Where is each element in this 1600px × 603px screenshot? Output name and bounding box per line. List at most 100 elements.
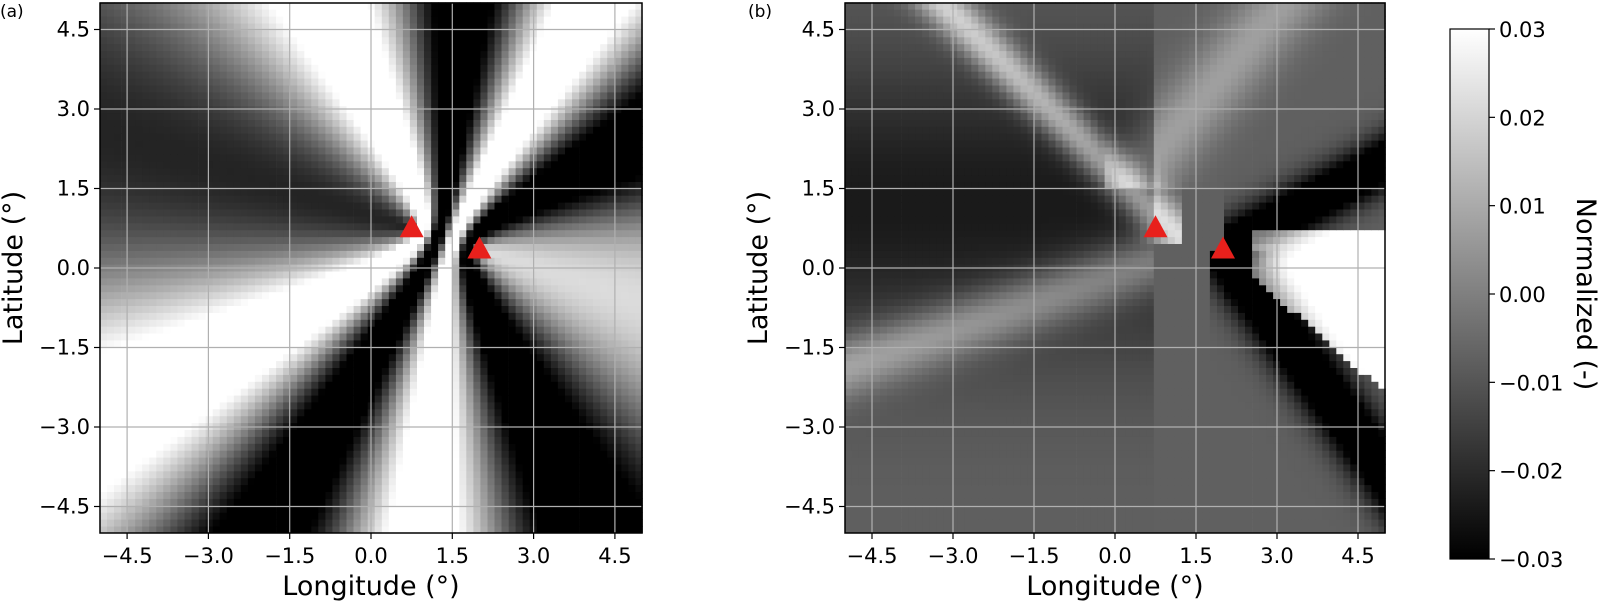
field-dot [290,195,298,203]
field-dot [262,422,270,430]
field-dot [233,222,242,231]
field-dot [163,305,171,313]
field-dot [635,477,643,486]
field-dot [226,147,235,155]
field-dot [494,450,502,458]
field-dot [621,257,629,265]
field-dot [395,470,404,479]
field-dot [219,126,228,134]
field-dot [177,209,185,217]
field-dot [593,491,601,499]
panel-a-tag: (a) [0,2,24,22]
field-dot [438,429,446,437]
field-dot [262,526,270,534]
field-dot [114,160,122,169]
field-dot [198,277,206,286]
field-dot [135,153,143,162]
field-dot [621,436,629,444]
field-dot [276,222,284,231]
field-dot [107,374,115,382]
field-dot [557,374,566,382]
field-dot [621,153,629,162]
field-dot [297,395,305,403]
field-dot [219,243,228,251]
field-dot [494,85,502,93]
field-dot [212,463,221,472]
field-dot [628,222,636,231]
field-dot [431,305,439,313]
field-dot [283,140,291,148]
field-dot [226,222,235,231]
field-dot [297,312,305,320]
field-dot [402,160,411,169]
field-dot [233,388,242,396]
field-dot [107,443,115,451]
field-dot [311,257,319,265]
field-dot [149,484,157,492]
field-dot [283,181,291,189]
field-dot [431,119,439,127]
field-dot [438,257,446,265]
field-dot [360,291,368,300]
field-dot [269,491,277,499]
field-dot [409,505,418,513]
field-dot [114,243,122,251]
field-dot [311,333,319,341]
field-dot [501,353,509,362]
field-dot [177,250,185,258]
field-dot [536,298,545,306]
field-dot [374,498,383,506]
field-dot [191,374,199,382]
field-dot [402,291,411,300]
field-dot [508,408,516,417]
field-dot [586,112,594,120]
field-dot [635,188,643,196]
field-dot [593,250,601,258]
field-dot [586,271,594,279]
field-dot [339,401,347,410]
field-dot [304,133,312,141]
field-dot [572,422,580,430]
field-dot [543,85,552,93]
field-dot [177,374,185,382]
field-dot [297,450,305,458]
field-dot [276,243,284,251]
field-dot [635,291,643,300]
field-dot [156,215,164,224]
field-dot [466,326,474,334]
field-dot [311,98,319,107]
field-dot [388,388,397,396]
field-dot [332,202,340,210]
field-dot [247,360,256,368]
field-dot [565,408,573,417]
field-dot [325,215,333,224]
field-dot [156,85,164,93]
field-dot [156,415,164,424]
field-dot [311,202,319,210]
field-dot [381,277,390,286]
field-dot [473,229,481,238]
field-dot [135,312,143,320]
field-dot [550,112,559,120]
field-dot [177,188,185,196]
field-dot [212,119,221,127]
field-dot [431,202,439,210]
field-dot [254,112,263,120]
field-dot [184,388,192,396]
field-dot [466,195,474,203]
field-dot [219,408,228,417]
field-dot [593,505,601,513]
field-dot [205,284,213,293]
field-dot [121,126,129,134]
field-dot [579,243,587,251]
field-dot [135,147,143,155]
field-dot [212,319,221,327]
field-dot [184,119,192,127]
field-dot [283,333,291,341]
field-dot [424,360,432,368]
field-dot [205,140,213,148]
field-dot [184,209,192,217]
field-dot [170,257,178,265]
field-dot [536,505,545,513]
field-dot [170,388,178,396]
